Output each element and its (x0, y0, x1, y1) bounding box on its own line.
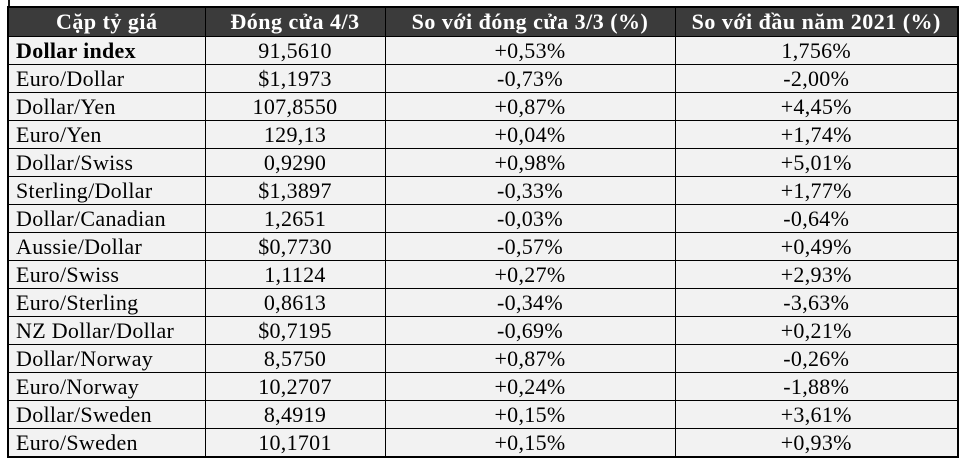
vs-ytd-cell: -0,26% (674, 344, 959, 373)
column-header-vs-prev-close: So với đóng cửa 3/3 (%) (384, 6, 676, 37)
pair-cell: Sterling/Dollar (7, 176, 206, 205)
cropped-border-artifact (8, 0, 10, 8)
pair-cell: Dollar/Sweden (7, 400, 206, 429)
vs-ytd-cell: +5,01% (674, 148, 959, 177)
table-row: NZ Dollar/Dollar $0,7195 -0,69% +0,21% (7, 316, 959, 345)
vs-prev-cell: +0,15% (384, 428, 676, 458)
table-row: Euro/Norway 10,2707 +0,24% -1,88% (7, 372, 959, 401)
table-row: Dollar/Canadian 1,2651 -0,03% -0,64% (7, 204, 959, 233)
close-cell: 129,13 (204, 120, 386, 149)
vs-prev-cell: -0,57% (384, 232, 676, 261)
vs-ytd-cell: +2,93% (674, 260, 959, 289)
table-row: Dollar/Sweden 8,4919 +0,15% +3,61% (7, 400, 959, 429)
close-cell: 0,8613 (204, 288, 386, 317)
vs-prev-cell: -0,69% (384, 316, 676, 345)
close-cell: 91,5610 (204, 36, 386, 65)
vs-ytd-cell: +1,74% (674, 120, 959, 149)
close-cell: 8,5750 (204, 344, 386, 373)
close-cell: $1,3897 (204, 176, 386, 205)
table-row: Dollar index 91,5610 +0,53% 1,756% (7, 36, 959, 65)
close-cell: 107,8550 (204, 92, 386, 121)
vs-ytd-cell: +3,61% (674, 400, 959, 429)
vs-prev-cell: +0,15% (384, 400, 676, 429)
close-cell: $0,7195 (204, 316, 386, 345)
close-cell: 0,9290 (204, 148, 386, 177)
pair-cell: Euro/Yen (7, 120, 206, 149)
table-row: Euro/Sterling 0,8613 -0,34% -3,63% (7, 288, 959, 317)
vs-ytd-cell: 1,756% (674, 36, 959, 65)
table-row: Aussie/Dollar $0,7730 -0,57% +0,49% (7, 232, 959, 261)
close-cell: 1,1124 (204, 260, 386, 289)
vs-ytd-cell: -1,88% (674, 372, 959, 401)
table-row: Dollar/Swiss 0,9290 +0,98% +5,01% (7, 148, 959, 177)
vs-prev-cell: +0,98% (384, 148, 676, 177)
close-cell: 10,2707 (204, 372, 386, 401)
vs-prev-cell: -0,33% (384, 176, 676, 205)
vs-prev-cell: +0,87% (384, 344, 676, 373)
vs-prev-cell: -0,73% (384, 64, 676, 93)
vs-prev-cell: -0,03% (384, 204, 676, 233)
column-header-vs-start-2021: So với đầu năm 2021 (%) (674, 6, 959, 37)
pair-cell: Euro/Dollar (7, 64, 206, 93)
vs-prev-cell: +0,24% (384, 372, 676, 401)
pair-cell: Dollar index (7, 36, 206, 65)
pair-cell: Euro/Swiss (7, 260, 206, 289)
pair-cell: Aussie/Dollar (7, 232, 206, 261)
pair-cell: NZ Dollar/Dollar (7, 316, 206, 345)
table-row: Euro/Yen 129,13 +0,04% +1,74% (7, 120, 959, 149)
close-cell: $0,7730 (204, 232, 386, 261)
pair-cell: Dollar/Norway (7, 344, 206, 373)
vs-ytd-cell: +0,21% (674, 316, 959, 345)
vs-ytd-cell: +4,45% (674, 92, 959, 121)
vs-ytd-cell: -0,64% (674, 204, 959, 233)
pair-cell: Euro/Sterling (7, 288, 206, 317)
close-cell: 10,1701 (204, 428, 386, 458)
table-row: Dollar/Yen 107,8550 +0,87% +4,45% (7, 92, 959, 121)
vs-prev-cell: +0,04% (384, 120, 676, 149)
vs-ytd-cell: +0,93% (674, 428, 959, 458)
pair-cell: Dollar/Yen (7, 92, 206, 121)
pair-cell: Dollar/Swiss (7, 148, 206, 177)
table-row: Euro/Swiss 1,1124 +0,27% +2,93% (7, 260, 959, 289)
vs-prev-cell: +0,87% (384, 92, 676, 121)
table-row: Sterling/Dollar $1,3897 -0,33% +1,77% (7, 176, 959, 205)
vs-ytd-cell: +1,77% (674, 176, 959, 205)
pair-cell: Euro/Sweden (7, 428, 206, 458)
table-row: Dollar/Norway 8,5750 +0,87% -0,26% (7, 344, 959, 373)
vs-prev-cell: -0,34% (384, 288, 676, 317)
table-row: Euro/Sweden 10,1701 +0,15% +0,93% (7, 428, 959, 458)
vs-prev-cell: +0,53% (384, 36, 676, 65)
currency-rates-table: Cặp tỷ giá Đóng cửa 4/3 So với đóng cửa … (7, 6, 959, 458)
pair-cell: Dollar/Canadian (7, 204, 206, 233)
header-row: Cặp tỷ giá Đóng cửa 4/3 So với đóng cửa … (7, 6, 959, 37)
close-cell: 1,2651 (204, 204, 386, 233)
close-cell: $1,1973 (204, 64, 386, 93)
vs-ytd-cell: -2,00% (674, 64, 959, 93)
vs-ytd-cell: -3,63% (674, 288, 959, 317)
column-header-pair: Cặp tỷ giá (7, 6, 206, 37)
vs-ytd-cell: +0,49% (674, 232, 959, 261)
pair-cell: Euro/Norway (7, 372, 206, 401)
close-cell: 8,4919 (204, 400, 386, 429)
column-header-close: Đóng cửa 4/3 (204, 6, 386, 37)
table-row: Euro/Dollar $1,1973 -0,73% -2,00% (7, 64, 959, 93)
vs-prev-cell: +0,27% (384, 260, 676, 289)
